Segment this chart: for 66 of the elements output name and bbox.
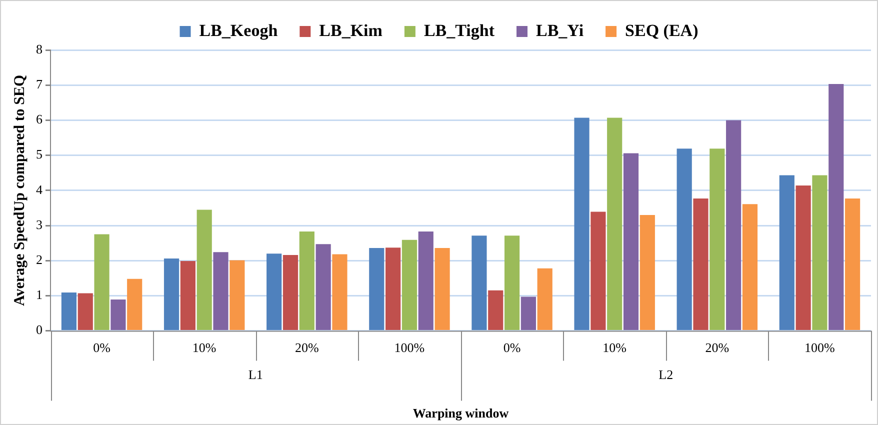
bar (623, 153, 639, 330)
x-tick-label: 10% (192, 340, 216, 356)
bar (607, 118, 622, 330)
legend-label: LB_Kim (319, 20, 382, 40)
y-tick-label: 6 (36, 112, 43, 127)
bar (299, 231, 314, 330)
bar (386, 248, 401, 330)
bar (710, 148, 725, 330)
bar (488, 290, 504, 330)
y-tick-label: 5 (36, 146, 42, 162)
x-tick-label: 10% (602, 340, 627, 356)
bar (742, 204, 758, 330)
bar (180, 260, 196, 330)
bar (213, 252, 228, 330)
bar (726, 120, 742, 330)
bar (812, 175, 828, 330)
y-tick-label: 8 (36, 41, 42, 56)
x-tick-label: 20% (294, 340, 319, 356)
bar (266, 254, 282, 330)
bar (127, 278, 142, 330)
bar (676, 148, 692, 330)
bar (537, 268, 552, 330)
bar (332, 254, 348, 330)
bar (828, 84, 844, 330)
bar (94, 234, 110, 330)
bar (796, 185, 811, 330)
text: L1 (248, 367, 263, 382)
y-tick-label: 1 (36, 287, 42, 302)
bar (640, 214, 655, 330)
y-axis-title: Average SpeedUp compared to SEQ (12, 74, 28, 306)
bar (78, 293, 93, 330)
bar (369, 248, 384, 330)
bar (230, 260, 245, 330)
y-tick-label: 2 (36, 252, 42, 268)
legend-label: LB_Yi (536, 20, 584, 40)
y-tick-label: 0 (36, 322, 42, 338)
bar (164, 258, 180, 330)
y-tick-label: 4 (36, 182, 43, 197)
y-tick-label: 7 (36, 76, 43, 92)
bar (520, 296, 536, 330)
y-tick-label: 3 (36, 216, 42, 232)
bar (316, 244, 331, 330)
bar (472, 236, 487, 330)
bar (418, 231, 434, 330)
x-tick-label: 100% (394, 340, 425, 356)
text: L2 (658, 367, 674, 382)
x-tick-label: 0% (503, 340, 521, 356)
legend-label: LB_Tight (424, 20, 495, 40)
bar (844, 198, 860, 330)
bar (196, 210, 212, 330)
bar (282, 254, 298, 330)
legend-label: SEQ (EA) (625, 20, 698, 40)
legend-label: LB_Keogh (199, 20, 278, 40)
bar (110, 300, 126, 330)
bar (590, 212, 606, 330)
bar (402, 240, 418, 330)
bar (779, 175, 794, 330)
bar (434, 248, 450, 330)
bar (61, 292, 77, 330)
x-tick-label: 100% (804, 340, 836, 356)
x-axis-title: Warping window (412, 406, 510, 421)
x-tick-label: 0% (93, 340, 111, 356)
bar (574, 118, 590, 330)
bar (504, 236, 520, 330)
x-tick-label: 20% (705, 340, 730, 356)
bar (693, 198, 708, 330)
